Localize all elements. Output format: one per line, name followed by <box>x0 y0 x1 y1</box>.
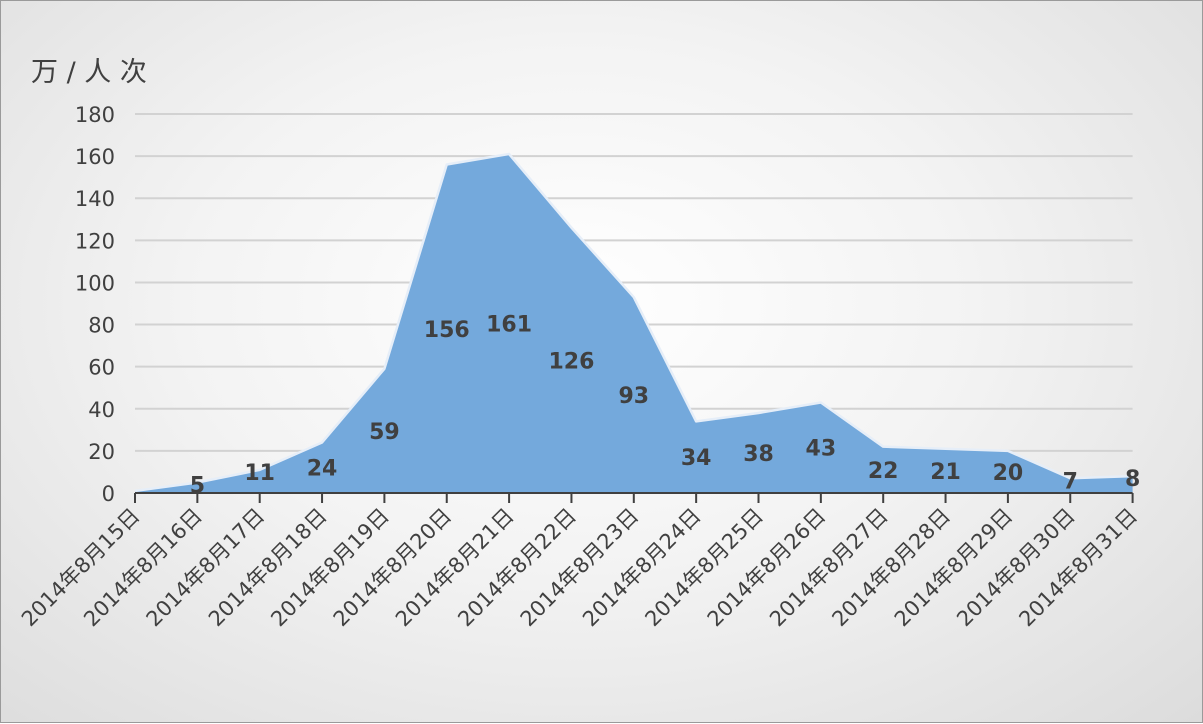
data-label: 161 <box>486 313 532 338</box>
data-label: 24 <box>307 457 338 482</box>
data-label: 7 <box>1063 469 1078 494</box>
data-label: 21 <box>930 460 961 485</box>
area-fill <box>135 154 1133 493</box>
x-axis-ticks: 2014年8月15日2014年8月16日2014年8月17日2014年8月18日… <box>17 504 1142 632</box>
data-labels: 5 11 24 59 156 161 126 93 34 38 43 22 21 20 7 8 <box>190 313 1141 499</box>
data-label: 8 <box>1125 467 1140 492</box>
y-tick-label: 140 <box>75 187 115 211</box>
y-tick-label: 60 <box>88 356 115 380</box>
data-label: 38 <box>743 442 774 467</box>
data-label: 20 <box>993 461 1024 486</box>
x-axis <box>134 492 1134 503</box>
y-tick-label: 100 <box>75 271 115 295</box>
data-label: 59 <box>369 420 400 445</box>
data-label: 5 <box>190 473 205 498</box>
area-series <box>134 152 1133 493</box>
x-tick-label: 2014年8月31日 <box>1014 504 1142 632</box>
y-tick-label: 20 <box>88 440 115 464</box>
y-tick-label: 120 <box>75 229 115 253</box>
data-label: 93 <box>618 384 649 409</box>
area-line <box>134 152 1133 493</box>
data-label: 34 <box>681 446 712 471</box>
data-label: 156 <box>424 318 470 343</box>
data-label: 11 <box>244 461 275 486</box>
y-tick-label: 180 <box>75 103 115 127</box>
y-axis-ticks: 0 20 40 60 80 100 120 140 160 180 <box>75 103 115 506</box>
y-tick-label: 160 <box>75 145 115 169</box>
y-tick-label: 0 <box>102 482 115 506</box>
y-axis-unit-label: 万 / 人 次 <box>31 57 147 88</box>
y-tick-label: 80 <box>88 314 115 338</box>
gridlines <box>135 113 1133 452</box>
data-label: 22 <box>868 459 899 484</box>
data-label: 43 <box>806 437 837 462</box>
y-tick-label: 40 <box>88 398 115 422</box>
data-label: 126 <box>548 349 594 374</box>
